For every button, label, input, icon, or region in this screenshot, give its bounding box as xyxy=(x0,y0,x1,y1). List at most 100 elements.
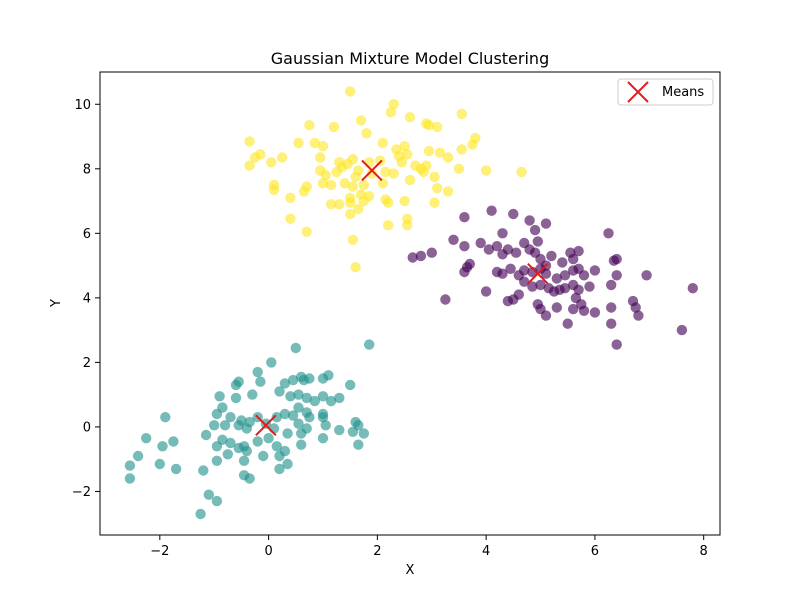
data-point xyxy=(225,437,236,449)
y-tick-label: 10 xyxy=(74,98,91,113)
data-point xyxy=(502,244,514,255)
data-point xyxy=(559,283,571,294)
scatter-points xyxy=(124,86,698,520)
data-point xyxy=(524,215,535,226)
data-point xyxy=(309,395,320,407)
data-point xyxy=(279,408,291,420)
data-point xyxy=(573,284,584,295)
data-point xyxy=(429,197,440,208)
data-point xyxy=(247,389,258,400)
x-tick-label: 0 xyxy=(264,544,272,559)
data-point xyxy=(317,391,329,402)
mean-marker-stroke xyxy=(527,262,549,285)
x-tick-label: 4 xyxy=(482,544,490,559)
data-point xyxy=(328,121,340,133)
data-point xyxy=(505,263,516,274)
data-point xyxy=(211,495,223,507)
data-point xyxy=(429,171,440,183)
data-point xyxy=(559,270,571,281)
data-point xyxy=(508,294,519,305)
data-point xyxy=(486,205,497,216)
data-point xyxy=(345,208,356,220)
data-point xyxy=(497,228,508,239)
data-point xyxy=(334,424,345,436)
mean-marker xyxy=(527,262,549,285)
data-point xyxy=(459,241,470,252)
data-point xyxy=(508,208,519,220)
data-point xyxy=(211,441,223,452)
data-point xyxy=(274,450,285,462)
data-point xyxy=(266,357,277,368)
data-point xyxy=(211,408,223,420)
data-point xyxy=(480,165,492,176)
data-point xyxy=(676,324,688,336)
data-point xyxy=(317,141,329,152)
data-point xyxy=(527,281,538,292)
y-tick-label: 4 xyxy=(83,291,91,306)
data-point xyxy=(154,458,165,470)
data-point xyxy=(325,179,337,191)
data-point xyxy=(584,281,595,292)
data-point xyxy=(209,420,220,431)
data-point xyxy=(364,191,375,202)
data-point xyxy=(293,389,304,400)
data-point xyxy=(345,197,356,208)
cluster-1-points xyxy=(124,339,375,520)
data-point xyxy=(252,436,263,447)
data-point xyxy=(399,141,410,152)
legend: Means xyxy=(617,78,714,106)
data-point xyxy=(578,270,590,281)
data-point xyxy=(230,392,242,404)
data-point xyxy=(353,420,364,431)
cluster-2-points xyxy=(244,86,527,273)
data-point xyxy=(285,391,296,402)
data-point xyxy=(407,252,418,263)
y-tick-label: 6 xyxy=(83,227,91,242)
data-point xyxy=(219,420,231,431)
data-point xyxy=(290,342,301,354)
data-point xyxy=(241,423,252,434)
data-point xyxy=(211,455,223,466)
data-point xyxy=(687,283,698,294)
mean-marker xyxy=(255,414,277,437)
data-point xyxy=(255,149,266,160)
data-point xyxy=(358,179,369,191)
data-point xyxy=(271,441,282,452)
data-point xyxy=(426,247,437,258)
data-point xyxy=(568,303,579,315)
data-point xyxy=(475,237,486,249)
data-point xyxy=(527,266,538,278)
data-point xyxy=(519,265,530,276)
data-point xyxy=(432,183,443,194)
x-tick-label: −2 xyxy=(150,544,169,559)
data-point xyxy=(233,420,244,431)
data-point xyxy=(573,245,584,257)
data-point xyxy=(124,460,136,471)
data-point xyxy=(317,412,329,423)
data-point xyxy=(459,266,470,278)
data-point xyxy=(353,165,364,176)
y-tick-label: 0 xyxy=(83,420,91,435)
data-point xyxy=(296,428,307,439)
data-point xyxy=(535,279,546,291)
data-point xyxy=(355,115,367,126)
data-point xyxy=(491,241,503,252)
data-point xyxy=(434,147,446,158)
data-point xyxy=(562,318,573,329)
data-point xyxy=(421,160,432,171)
data-point xyxy=(364,339,375,350)
data-point xyxy=(304,373,315,384)
data-point xyxy=(233,442,244,454)
data-point xyxy=(374,155,386,166)
legend-marker-x xyxy=(627,81,649,103)
data-point xyxy=(358,428,369,439)
data-point xyxy=(293,418,304,429)
data-point xyxy=(480,286,492,297)
data-point xyxy=(551,273,562,284)
data-point xyxy=(423,145,435,157)
data-point xyxy=(516,166,527,178)
data-point xyxy=(589,307,601,318)
data-point xyxy=(347,181,359,192)
data-point xyxy=(453,163,465,174)
data-point xyxy=(160,412,171,423)
